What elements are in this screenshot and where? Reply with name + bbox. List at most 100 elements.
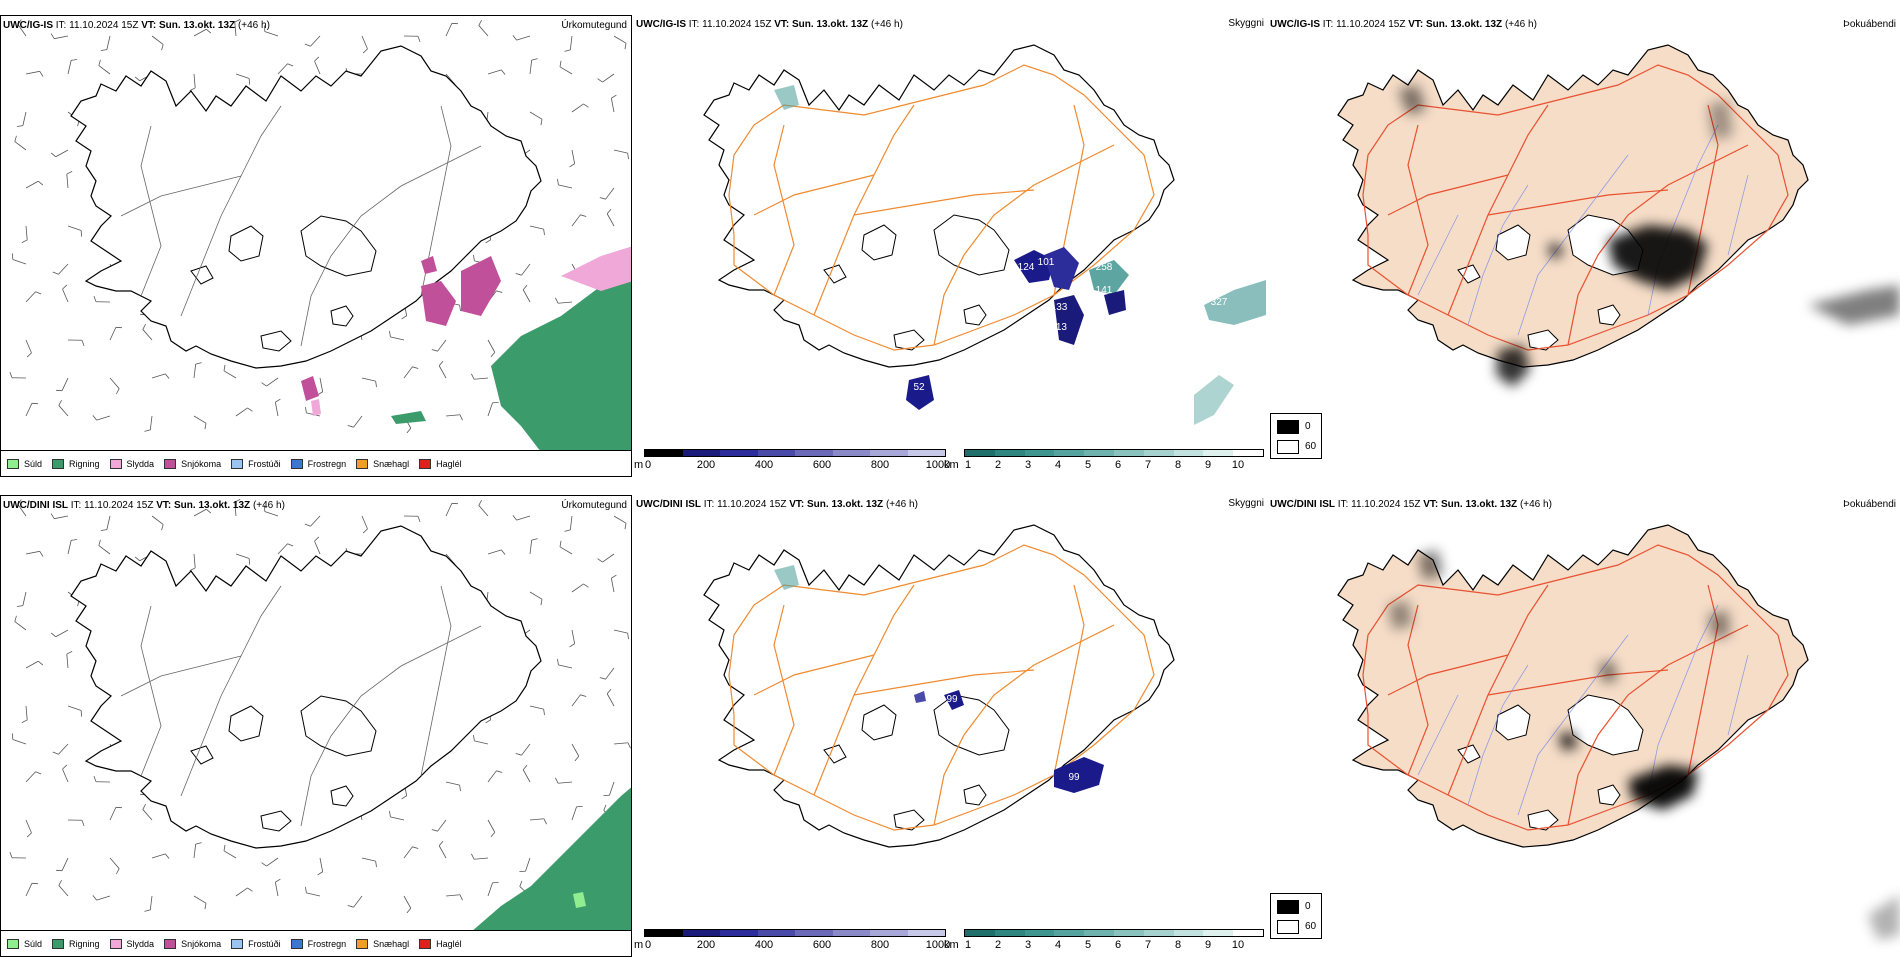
init-time-label: IT: (1335, 499, 1351, 510)
colorbar-step (720, 450, 758, 456)
colorbar-step (645, 450, 683, 456)
panel-header: UWC/DINI ISL IT: 11.10.2024 15Z VT: Sun.… (3, 500, 285, 511)
ceiling-unit: m (634, 459, 643, 471)
colorbar-step (1084, 450, 1114, 456)
colorbar-step (1144, 450, 1174, 456)
fog-panel: UWC/DINI ISL IT: 11.10.2024 15Z VT: Sun.… (1268, 495, 1900, 957)
legend-label: Slydda (127, 459, 155, 469)
tick-label: 400 (755, 459, 773, 471)
colorbar-step (683, 930, 721, 936)
valid-time-label: VT: (156, 500, 174, 511)
iceland-map (1338, 525, 1808, 847)
legend-label: Frostregn (308, 459, 347, 469)
valid-time-label: VT: (1423, 499, 1441, 510)
colorbar-step (1203, 930, 1233, 936)
colorbar-step (1114, 450, 1144, 456)
legend-item: Frostregn (291, 939, 347, 949)
tick-label: 5 (1085, 939, 1091, 951)
init-time: 11.10.2024 15Z (69, 20, 141, 31)
tick-label: 6 (1115, 459, 1121, 471)
init-time-label: IT: (68, 500, 84, 511)
ceiling-value-label: 70 (918, 352, 930, 363)
colorbar-step (795, 930, 833, 936)
valid-time: Sun. 13.okt. 13Z (1426, 19, 1505, 30)
colorbar-step (995, 450, 1025, 456)
legend-label: Snjókoma (181, 459, 221, 469)
legend-swatch (110, 939, 122, 949)
tick-label: 2 (995, 939, 1001, 951)
ceiling-value-label: 99 (1068, 772, 1080, 783)
legend-label: Frostregn (308, 939, 347, 949)
ceiling-value-label: 52 (913, 382, 925, 393)
legend-swatch (7, 939, 19, 949)
colorbar-step (833, 450, 871, 456)
tick-label: 7 (1145, 459, 1151, 471)
legend-swatch (164, 939, 176, 949)
valid-time-label: VT: (774, 19, 792, 30)
visibility-colorbar (964, 929, 1264, 937)
tick-label: 3 (1025, 459, 1031, 471)
tick-label: 10 (1232, 459, 1244, 471)
visibility-colorbar (964, 449, 1264, 457)
legend-swatch-black (1277, 420, 1299, 434)
tick-label: 200 (697, 459, 715, 471)
tick-label: 10 (1232, 939, 1244, 951)
panel-title: Skyggni (1228, 498, 1264, 509)
legend-item: Haglél (419, 939, 462, 949)
legend-swatch (291, 939, 303, 949)
init-time-label: IT: (686, 19, 702, 30)
init-time: 11.10.2024 15Z (1336, 19, 1408, 30)
colorbar-step (1084, 930, 1114, 936)
colorbar-step (1203, 450, 1233, 456)
panel-header: UWC/DINI ISL IT: 11.10.2024 15Z VT: Sun.… (636, 499, 918, 510)
init-time: 11.10.2024 15Z (84, 500, 156, 511)
init-time-label: IT: (53, 20, 69, 31)
iceland-map (704, 525, 1174, 847)
colorbar-step (645, 930, 683, 936)
legend-swatch (164, 459, 176, 469)
init-time-label: IT: (701, 499, 717, 510)
tick-label: 1 (965, 939, 971, 951)
colorbar-step (1025, 450, 1055, 456)
tick-label: 1 (965, 459, 971, 471)
panel-title: Þokuábendi (1843, 19, 1896, 30)
legend-item: Frostúði (231, 939, 281, 949)
colorbar-step (1233, 450, 1263, 456)
legend-item: Snæhagl (356, 459, 409, 469)
legend-swatch (231, 939, 243, 949)
colorbar-step (1025, 930, 1055, 936)
legend-label: Snæhagl (373, 459, 409, 469)
colorbar-step (1174, 450, 1204, 456)
visibility-unit: km (944, 459, 959, 471)
model-name: UWC/IG-IS (1270, 19, 1320, 30)
precip-type-panel: UWC/DINI ISL IT: 11.10.2024 15Z VT: Sun.… (0, 495, 632, 957)
legend-label: Rigning (69, 459, 100, 469)
legend-item: Snæhagl (356, 939, 409, 949)
legend-label: Súld (24, 459, 42, 469)
iceland-map (71, 526, 541, 848)
legend-item: Rigning (52, 939, 100, 949)
colorbar-step (1144, 930, 1174, 936)
colorbar-step (908, 930, 946, 936)
ceiling-value-label: 101 (1038, 257, 1055, 268)
ceiling-value-label: 124 (1018, 262, 1035, 273)
tick-label: 0 (645, 459, 651, 471)
legend-swatch (231, 459, 243, 469)
colorbar-step (833, 930, 871, 936)
valid-time: Sun. 13.okt. 13Z (159, 20, 238, 31)
colorbar-step (1114, 930, 1144, 936)
legend-label: 60 (1305, 921, 1316, 932)
legend-swatch (291, 459, 303, 469)
colorbar-step (908, 450, 946, 456)
colorbar-step (1233, 930, 1263, 936)
legend-item: Súld (7, 459, 42, 469)
tick-label: 6 (1115, 939, 1121, 951)
colorbar-step (870, 930, 908, 936)
legend-item: Frostúði (231, 459, 281, 469)
precip-field (471, 786, 632, 932)
legend-swatch (419, 459, 431, 469)
valid-time: Sun. 13.okt. 13Z (1441, 499, 1520, 510)
